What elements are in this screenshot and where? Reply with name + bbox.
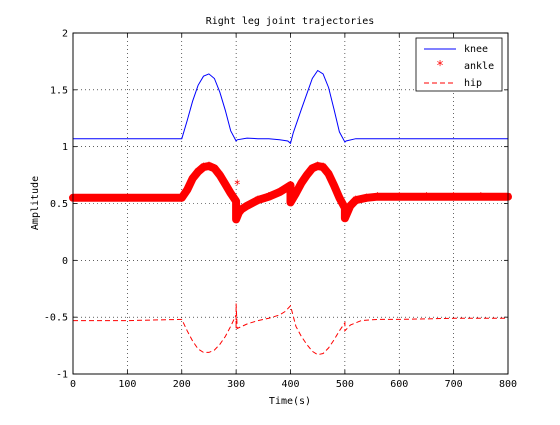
data-point-ankle: * (287, 196, 294, 210)
data-point-ankle: * (352, 194, 359, 208)
data-point-ankle: * (233, 213, 240, 227)
legend-box (415, 37, 503, 92)
legend-swatch-ankle: * (436, 59, 444, 74)
legend-label-ankle: ankle (464, 61, 494, 72)
data-point-ankle: * (298, 177, 305, 191)
data-point-ankle: * (200, 161, 207, 175)
data-point-ankle: * (233, 195, 240, 209)
axis-ticks: 0 100 200 300 400 500 600 700 800 -1 -0.5 0 0.5 1 1.5 2 (44, 29, 517, 391)
chart-title: Right leg joint trajectories (206, 16, 375, 27)
data-point-ankle: * (227, 187, 234, 201)
data-point-ankle: * (234, 178, 241, 192)
data-point-ankle: * (216, 169, 223, 183)
x-tick-label: 100 (118, 379, 136, 390)
data-point-ankle: * (330, 179, 337, 193)
data-point-ankle: * (184, 183, 191, 197)
x-tick-label: 400 (281, 379, 299, 390)
data-point-ankle: * (265, 190, 272, 204)
data-point-ankle: * (320, 161, 327, 175)
series-line-knee (73, 69, 508, 145)
data-point-ankle: * (124, 191, 131, 205)
x-tick-label: 600 (390, 379, 408, 390)
data-point-ankle: * (336, 191, 343, 205)
data-point-ankle: * (292, 187, 299, 201)
data-point-ankle: * (341, 202, 348, 216)
y-tick-label: 1 (62, 142, 68, 153)
data-point-ankle: * (363, 191, 370, 205)
data-point-ankle: * (276, 186, 283, 200)
x-tick-label: 500 (336, 379, 354, 390)
x-tick-label: 800 (499, 379, 517, 390)
data-point-ankle: * (235, 206, 242, 220)
data-point-ankle: * (287, 179, 294, 193)
series-band-ankle (69, 162, 512, 224)
legend-label-hip: hip (464, 78, 482, 89)
data-point-ankle: * (450, 190, 457, 204)
x-tick-label: 700 (445, 379, 463, 390)
data-point-ankle: * (178, 191, 185, 205)
y-tick-label: -1 (56, 370, 68, 381)
data-point-ankle: * (477, 190, 484, 204)
data-point-ankle: * (374, 190, 381, 204)
data-point-ankle: * (211, 162, 218, 176)
y-tick-label: 0 (62, 256, 68, 267)
y-tick-label: -0.5 (44, 313, 68, 324)
data-point-ankle: * (194, 165, 201, 179)
data-point-ankle: * (341, 212, 348, 226)
x-axis-label: Time(s) (269, 396, 311, 407)
y-tick-label: 2 (62, 29, 68, 40)
x-tick-label: 200 (173, 379, 191, 390)
series-markers-ankle: * * *************** * * * *************** * * * * *… (69, 159, 512, 227)
data-point-ankle: * (303, 169, 310, 183)
data-point-ankle: * (309, 162, 316, 176)
legend: knee * ankle hip (415, 37, 503, 92)
data-point-ankle: * (347, 199, 354, 213)
y-tick-label: 0.5 (50, 199, 68, 210)
data-point-ankle: * (423, 190, 430, 204)
x-tick-label: 300 (227, 379, 245, 390)
data-point-ankle: * (205, 159, 212, 173)
data-point-ankle: * (243, 199, 250, 213)
data-point-ankle: * (396, 190, 403, 204)
data-point-ankle: * (254, 194, 261, 208)
data-point-ankle: * (314, 159, 321, 173)
x-tick-label: 0 (70, 379, 76, 390)
y-tick-label: 1.5 (50, 85, 68, 96)
y-axis-label: Amplitude (30, 176, 41, 230)
legend-label-knee: knee (464, 44, 488, 55)
series-layer: * * *************** * * * *************** * * * * *… (69, 69, 512, 356)
data-point-ankle: * (325, 167, 332, 181)
data-point-ankle: * (238, 203, 245, 217)
data-point-ankle: * (189, 172, 196, 186)
data-point-ankle: * (222, 178, 229, 192)
